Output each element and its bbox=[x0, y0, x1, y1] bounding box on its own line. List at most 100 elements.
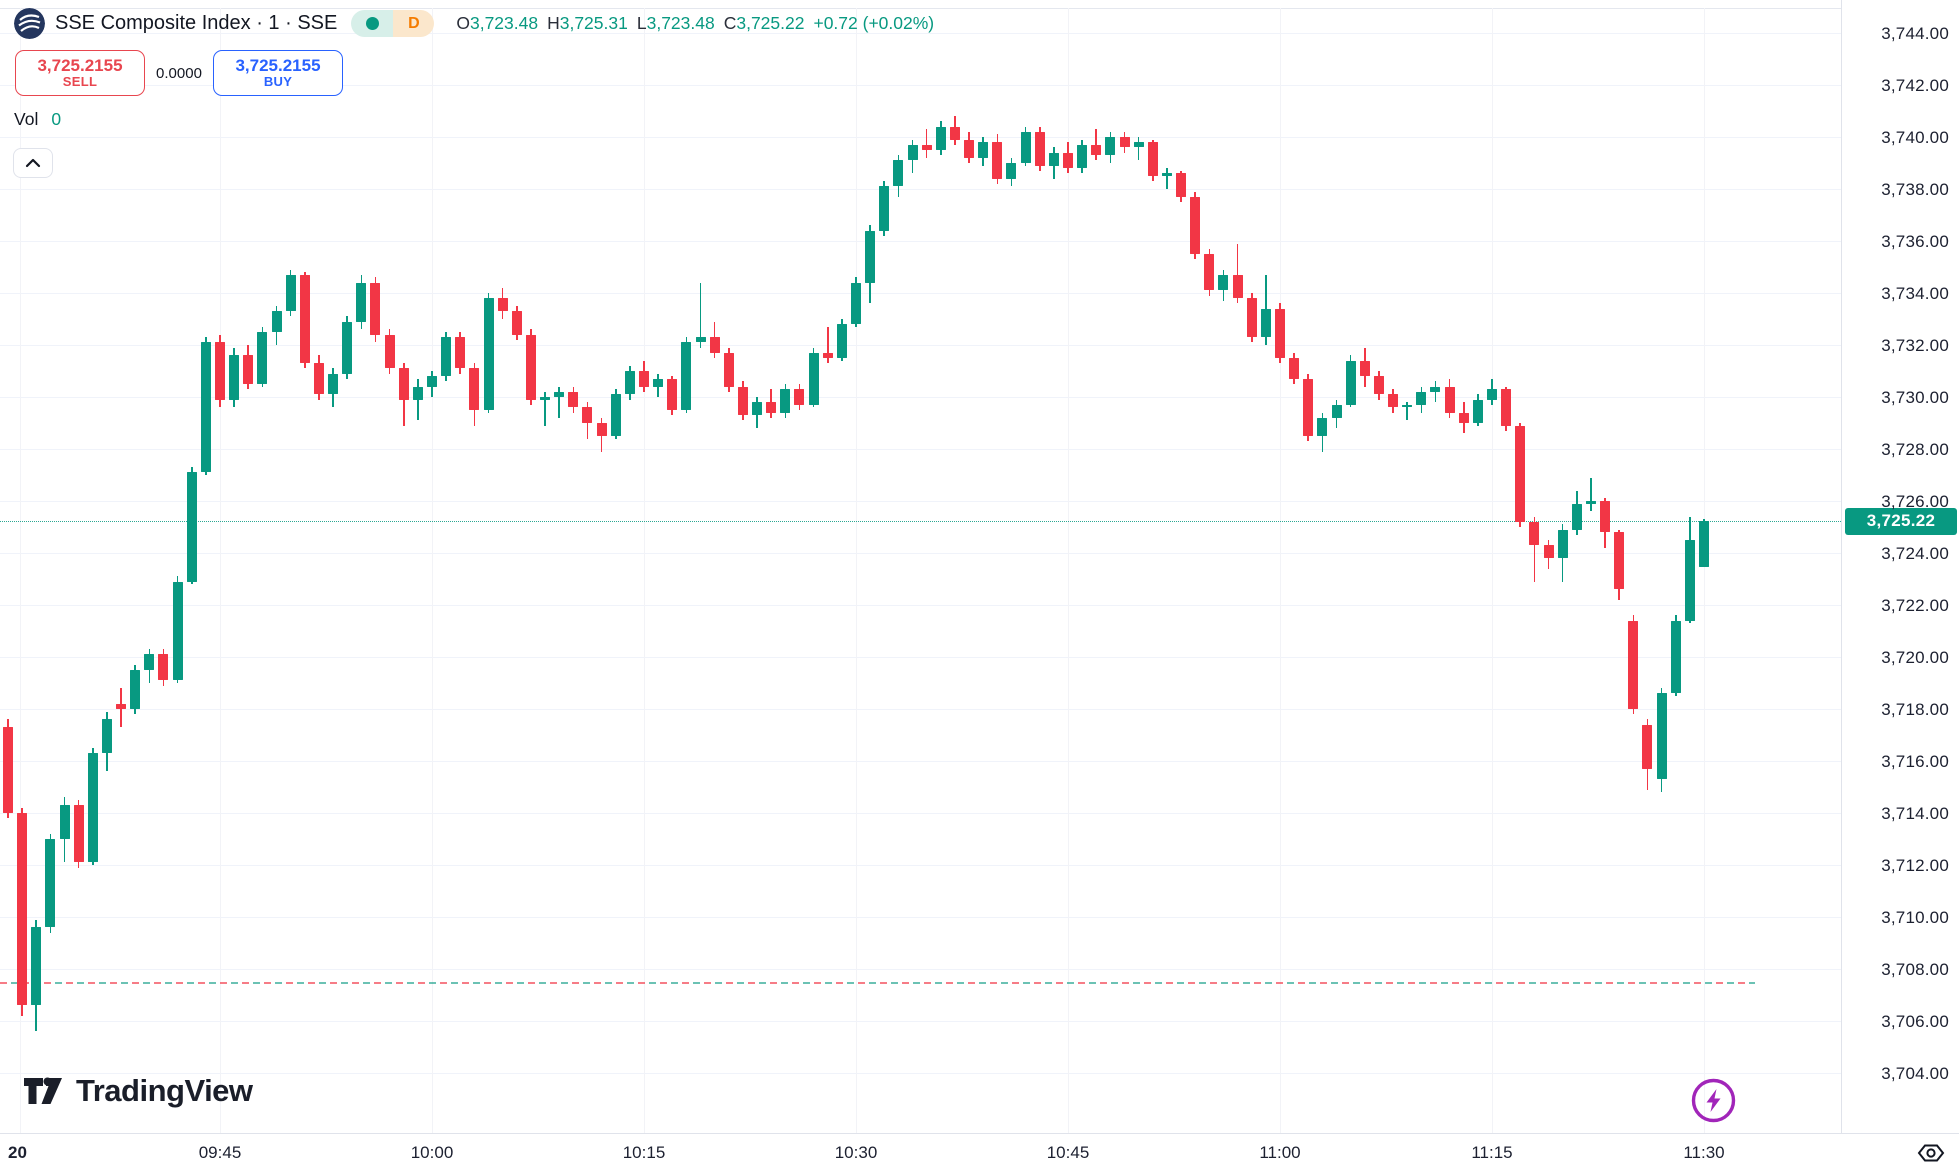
sell-price: 3,725.2155 bbox=[37, 55, 123, 75]
price-tick-label: 3,740.00 bbox=[1881, 128, 1949, 147]
tradingview-wordmark: TradingView bbox=[76, 1073, 253, 1108]
candle bbox=[964, 139, 975, 158]
candle bbox=[836, 324, 847, 358]
candle bbox=[214, 342, 225, 400]
candle bbox=[1388, 394, 1399, 408]
candle bbox=[3, 727, 13, 813]
candle bbox=[893, 160, 904, 187]
price-tick-label: 3,734.00 bbox=[1881, 284, 1949, 303]
candle bbox=[1289, 358, 1300, 379]
time-tick-label: 11:15 bbox=[1471, 1143, 1513, 1162]
close-value: 3,725.22 bbox=[736, 13, 805, 33]
v-gridline bbox=[1492, 8, 1493, 1133]
candle bbox=[158, 654, 169, 681]
candle bbox=[879, 186, 890, 231]
candle bbox=[709, 337, 720, 353]
candle bbox=[73, 805, 84, 863]
v-gridline bbox=[644, 8, 645, 1133]
candle bbox=[992, 142, 1003, 179]
candle bbox=[582, 407, 593, 423]
candle bbox=[850, 282, 861, 325]
time-axis[interactable]: 20 09:45 10:00 10:15 10:30 10:45 11:00 11:15 11:… bbox=[0, 1133, 1959, 1170]
candle bbox=[794, 389, 805, 405]
candle bbox=[1529, 521, 1540, 546]
candle bbox=[624, 371, 635, 395]
hex-nut-icon bbox=[1917, 1144, 1945, 1162]
candle bbox=[1048, 152, 1059, 166]
interval-status-badge[interactable]: D bbox=[351, 10, 435, 37]
symbol-logo-icon bbox=[14, 8, 45, 39]
volume-legend: Vol 0 bbox=[14, 109, 61, 130]
h-gridline bbox=[0, 813, 1841, 814]
price-tick-label: 3,730.00 bbox=[1881, 388, 1949, 407]
v-gridline bbox=[20, 8, 21, 1133]
candle bbox=[229, 355, 240, 400]
candle bbox=[200, 342, 211, 473]
candle-wick bbox=[1166, 168, 1168, 189]
candle bbox=[921, 144, 932, 150]
timezone-settings-button[interactable] bbox=[1917, 1139, 1945, 1167]
candle bbox=[59, 805, 70, 839]
candle bbox=[540, 397, 551, 400]
volume-value: 0 bbox=[51, 109, 62, 129]
candle bbox=[1571, 503, 1582, 530]
price-tick-label: 3,726.00 bbox=[1881, 492, 1949, 511]
candle bbox=[978, 142, 989, 158]
prev-close-line bbox=[0, 982, 1755, 984]
collapse-legend-button[interactable] bbox=[13, 148, 53, 178]
candle-wick bbox=[558, 386, 560, 418]
candle bbox=[1402, 404, 1413, 408]
price-tick-label: 3,722.00 bbox=[1881, 596, 1949, 615]
candle bbox=[1303, 378, 1314, 436]
candle bbox=[243, 355, 254, 384]
candle bbox=[780, 389, 791, 413]
h-gridline bbox=[0, 1073, 1841, 1074]
candle-wick bbox=[925, 129, 928, 158]
h-gridline bbox=[0, 917, 1841, 918]
price-tick-label: 3,738.00 bbox=[1881, 180, 1949, 199]
candle bbox=[469, 368, 480, 410]
candle bbox=[1218, 274, 1229, 291]
candle bbox=[638, 371, 649, 387]
candle bbox=[1628, 620, 1639, 709]
candle bbox=[370, 282, 381, 335]
high-value: 3,725.31 bbox=[559, 13, 628, 33]
candle bbox=[1416, 391, 1427, 405]
sell-button[interactable]: 3,725.2155 SELL bbox=[15, 50, 145, 96]
low-value: 3,723.48 bbox=[646, 13, 715, 33]
h-gridline bbox=[0, 397, 1841, 398]
candle bbox=[328, 373, 339, 395]
price-axis[interactable]: 3,725.22 3,744.00 3,742.00 3,740.00 3,738.0… bbox=[1841, 0, 1959, 1133]
candle bbox=[1501, 389, 1512, 426]
plot-area[interactable] bbox=[0, 0, 1841, 1133]
candle bbox=[1458, 412, 1469, 423]
candle bbox=[1274, 308, 1285, 358]
h-gridline bbox=[0, 293, 1841, 294]
price-tick-label: 3,718.00 bbox=[1881, 700, 1949, 719]
candle bbox=[342, 321, 353, 374]
candle-wick bbox=[1137, 137, 1140, 161]
candle bbox=[1698, 521, 1709, 567]
quick-trade-lightning-button[interactable] bbox=[1690, 1077, 1737, 1124]
price-tick-label: 3,724.00 bbox=[1881, 544, 1949, 563]
tradingview-logo[interactable]: TradingView bbox=[22, 1072, 253, 1110]
buy-button[interactable]: 3,725.2155 BUY bbox=[213, 50, 343, 96]
candle bbox=[313, 363, 324, 395]
v-gridline bbox=[1068, 8, 1069, 1133]
candle-wick bbox=[1406, 402, 1408, 421]
time-tick-label: 20 bbox=[8, 1143, 27, 1162]
h-gridline bbox=[0, 553, 1841, 554]
candle bbox=[1034, 131, 1045, 166]
symbol-title[interactable]: SSE Composite Index · 1 · SSE bbox=[55, 12, 338, 34]
candle bbox=[144, 654, 155, 670]
candle bbox=[723, 352, 734, 387]
candle bbox=[1557, 529, 1568, 559]
price-tick-label: 3,732.00 bbox=[1881, 336, 1949, 355]
market-status-dot bbox=[351, 10, 394, 37]
candle bbox=[116, 703, 127, 709]
current-price-label: 3,725.22 bbox=[1845, 507, 1957, 535]
h-gridline bbox=[0, 189, 1841, 190]
candle bbox=[1444, 386, 1455, 413]
candle bbox=[1133, 142, 1144, 148]
